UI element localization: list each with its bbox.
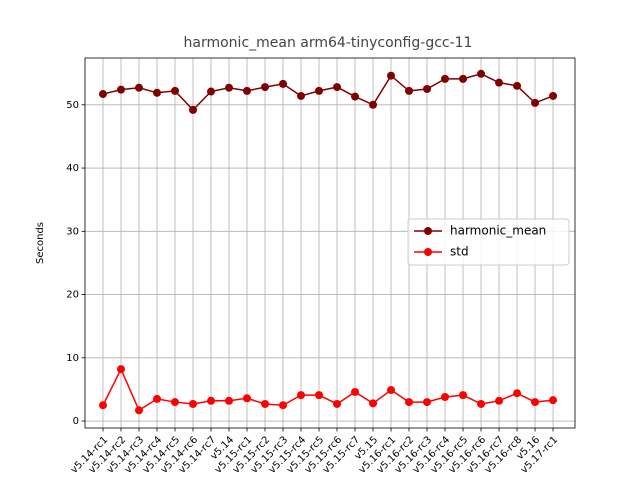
data-point bbox=[135, 406, 144, 415]
chart-title: harmonic_mean arm64-tinyconfig-gcc-11 bbox=[184, 35, 473, 51]
data-point bbox=[441, 74, 450, 83]
data-point bbox=[459, 74, 468, 83]
legend-box bbox=[407, 218, 570, 266]
data-point bbox=[387, 71, 396, 80]
data-point bbox=[261, 399, 270, 408]
data-point bbox=[333, 399, 342, 408]
data-point bbox=[351, 92, 360, 101]
data-point bbox=[171, 86, 180, 95]
data-point bbox=[153, 394, 162, 403]
data-point bbox=[297, 91, 306, 100]
data-point bbox=[153, 88, 162, 97]
data-point bbox=[117, 85, 126, 94]
data-point bbox=[243, 86, 252, 95]
data-point bbox=[279, 401, 288, 410]
data-point bbox=[99, 90, 107, 99]
data-point bbox=[405, 398, 414, 407]
y-tick-label: 20 bbox=[66, 290, 79, 301]
legend-marker bbox=[424, 248, 432, 256]
data-point bbox=[513, 389, 522, 398]
data-point bbox=[189, 399, 198, 408]
y-tick-label: 10 bbox=[66, 353, 79, 364]
plot-frame bbox=[84, 57, 576, 429]
data-point bbox=[333, 83, 342, 92]
y-tick-label: 50 bbox=[66, 100, 79, 111]
data-point bbox=[207, 396, 216, 405]
data-point bbox=[405, 86, 414, 95]
data-point bbox=[315, 86, 324, 95]
y-tick-label: 30 bbox=[66, 226, 79, 237]
data-point bbox=[423, 398, 432, 407]
data-point bbox=[549, 396, 558, 405]
data-point bbox=[117, 365, 126, 374]
data-point bbox=[477, 69, 486, 78]
data-point bbox=[531, 398, 540, 407]
data-point bbox=[387, 386, 396, 395]
data-point bbox=[225, 83, 234, 92]
data-point bbox=[423, 84, 432, 93]
data-point bbox=[135, 83, 144, 92]
data-point bbox=[225, 396, 234, 405]
data-point bbox=[171, 398, 180, 407]
data-point bbox=[99, 401, 107, 410]
data-point bbox=[279, 79, 288, 88]
data-point bbox=[495, 78, 504, 87]
data-point bbox=[531, 98, 540, 107]
data-point bbox=[243, 394, 252, 403]
series-line bbox=[102, 367, 554, 412]
data-point bbox=[369, 100, 378, 109]
data-point bbox=[189, 105, 198, 114]
data-point bbox=[297, 391, 306, 400]
data-point bbox=[351, 387, 360, 396]
y-tick-label: 0 bbox=[73, 416, 79, 427]
data-point bbox=[549, 91, 558, 100]
data-point bbox=[495, 396, 504, 405]
legend-marker bbox=[424, 227, 432, 235]
data-point bbox=[207, 87, 216, 96]
legend-label: harmonic_mean bbox=[450, 224, 546, 238]
data-point bbox=[513, 81, 522, 90]
legend-label: std bbox=[450, 245, 469, 259]
data-point bbox=[315, 391, 324, 400]
data-point bbox=[441, 393, 450, 402]
data-point bbox=[369, 399, 378, 408]
data-point bbox=[261, 83, 270, 92]
y-tick-label: 40 bbox=[66, 163, 79, 174]
data-point bbox=[459, 391, 468, 400]
data-point bbox=[477, 399, 486, 408]
y-axis-label: Seconds bbox=[35, 222, 46, 264]
